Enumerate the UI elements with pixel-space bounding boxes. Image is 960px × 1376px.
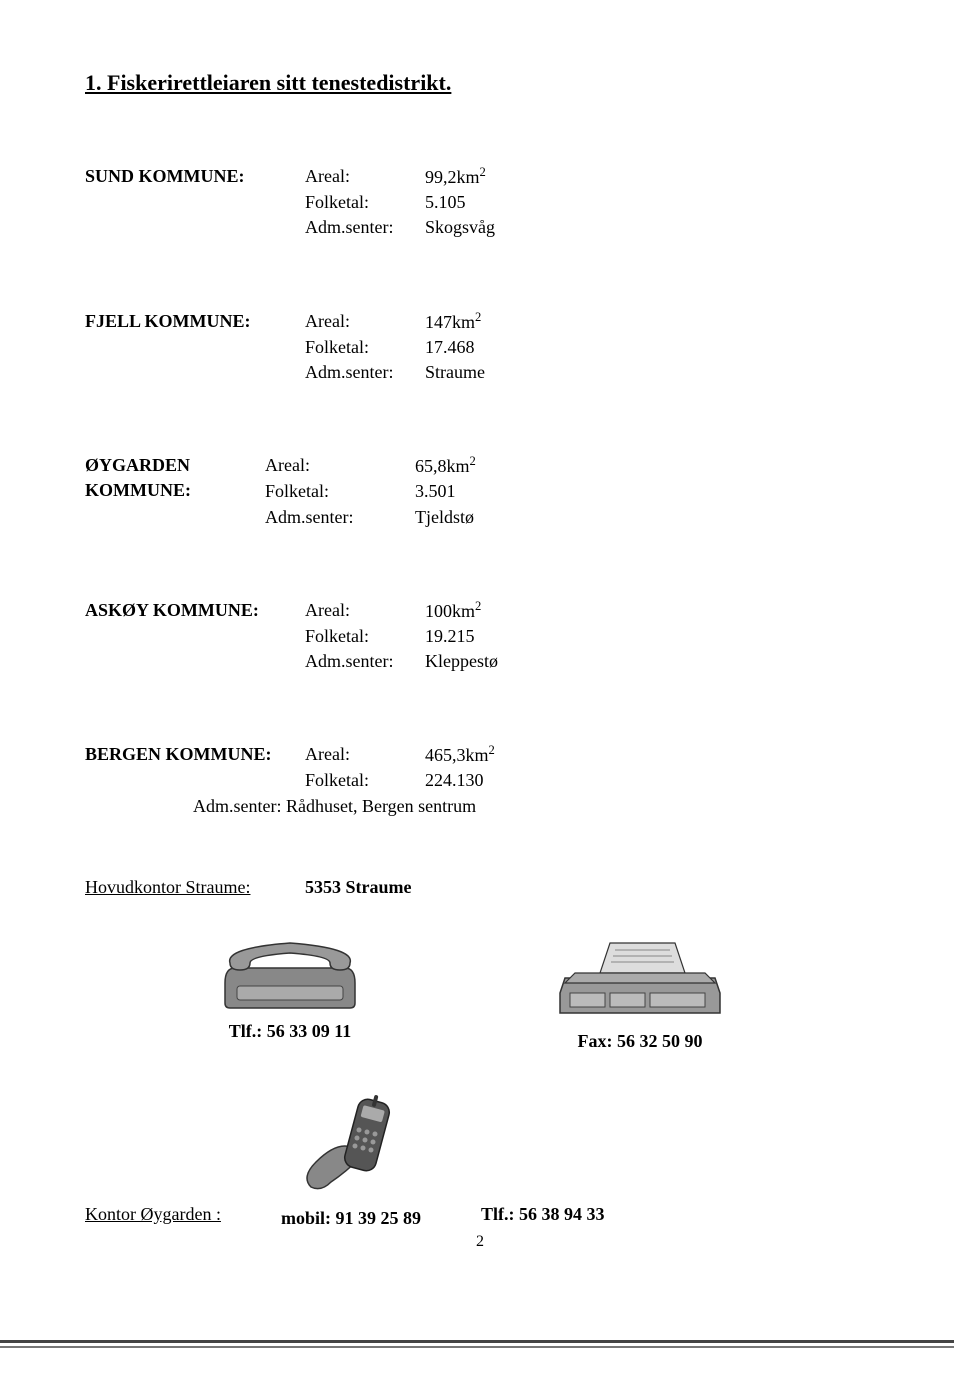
areal-value: 100km2 <box>425 598 481 624</box>
contact-row: Tlf.: 56 33 09 11 Fax: 56 32 50 90 <box>215 938 890 1052</box>
adm-value: Straume <box>425 360 485 385</box>
mobile-label: mobil: 91 39 25 89 <box>281 1208 421 1229</box>
folketal-label: Folketal: <box>305 624 425 649</box>
folketal-label: Folketal: <box>305 190 425 215</box>
adm-value: Tjeldstø <box>415 505 474 530</box>
fax-block: Fax: 56 32 50 90 <box>555 938 725 1052</box>
folketal-value: 17.468 <box>425 335 475 360</box>
kommune-block-askoy: ASKØY KOMMUNE: Areal: 100km2 Folketal: 1… <box>85 598 890 675</box>
mobile-phone-icon <box>296 1092 406 1202</box>
adm-value: Kleppestø <box>425 649 498 674</box>
adm-label: Adm.senter: <box>265 505 415 530</box>
folketal-value: 19.215 <box>425 624 475 649</box>
folketal-label: Folketal: <box>305 335 425 360</box>
main-office-row: Hovudkontor Straume: 5353 Straume <box>85 877 890 898</box>
office2-tlf: Tlf.: 56 38 94 33 <box>481 1204 605 1229</box>
folketal-value: 5.105 <box>425 190 466 215</box>
areal-value: 65,8km2 <box>415 453 476 479</box>
areal-value: 99,2km2 <box>425 164 486 190</box>
page-number: 2 <box>476 1233 484 1251</box>
kommune-block-oygarden: ØYGARDEN KOMMUNE: Areal: 65,8km2 Folketa… <box>85 453 890 530</box>
phone-icon <box>215 938 365 1013</box>
adm-label: Adm.senter: <box>305 649 425 674</box>
fax-icon <box>555 938 725 1023</box>
kommune-name: BERGEN KOMMUNE: <box>85 742 305 793</box>
adm-value: Skogsvåg <box>425 215 495 240</box>
areal-value: 465,3km2 <box>425 742 495 768</box>
areal-label: Areal: <box>305 164 425 190</box>
folketal-value: 224.130 <box>425 768 484 793</box>
folketal-label: Folketal: <box>265 479 415 504</box>
adm-label: Adm.senter: <box>305 215 425 240</box>
office2-label: Kontor Øygarden : <box>85 1204 221 1229</box>
areal-label: Areal: <box>305 598 425 624</box>
main-office-label: Hovudkontor Straume: <box>85 877 305 898</box>
folketal-value: 3.501 <box>415 479 456 504</box>
kommune-name: ASKØY KOMMUNE: <box>85 598 305 675</box>
page-title: 1. Fiskerirettleiaren sitt tenestedistri… <box>85 70 890 96</box>
areal-label: Areal: <box>265 453 415 479</box>
areal-label: Areal: <box>305 309 425 335</box>
kommune-name: ØYGARDEN KOMMUNE: <box>85 453 295 530</box>
adm-label: Adm.senter: <box>305 360 425 385</box>
kommune-name: SUND KOMMUNE: <box>85 164 305 241</box>
footer-lines <box>0 1340 954 1350</box>
kommune-block-bergen: BERGEN KOMMUNE: Areal: 465,3km2 Folketal… <box>85 742 890 819</box>
kommune-block-fjell: FJELL KOMMUNE: Areal: 147km2 Folketal: 1… <box>85 309 890 386</box>
phone-label: Tlf.: 56 33 09 11 <box>229 1021 352 1042</box>
main-office-value: 5353 Straume <box>305 877 412 898</box>
areal-value: 147km2 <box>425 309 481 335</box>
office2-row: Kontor Øygarden : mobil: 91 39 25 89 Tlf… <box>85 1092 890 1229</box>
mobile-block: mobil: 91 39 25 89 <box>281 1092 421 1229</box>
phone-block: Tlf.: 56 33 09 11 <box>215 938 365 1052</box>
fax-label: Fax: 56 32 50 90 <box>578 1031 703 1052</box>
adm-full: Adm.senter: Rådhuset, Bergen sentrum <box>193 794 890 819</box>
kommune-block-sund: SUND KOMMUNE: Areal: 99,2km2 Folketal: 5… <box>85 164 890 241</box>
kommune-name: FJELL KOMMUNE: <box>85 309 305 386</box>
folketal-label: Folketal: <box>305 768 425 793</box>
areal-label: Areal: <box>305 742 425 768</box>
